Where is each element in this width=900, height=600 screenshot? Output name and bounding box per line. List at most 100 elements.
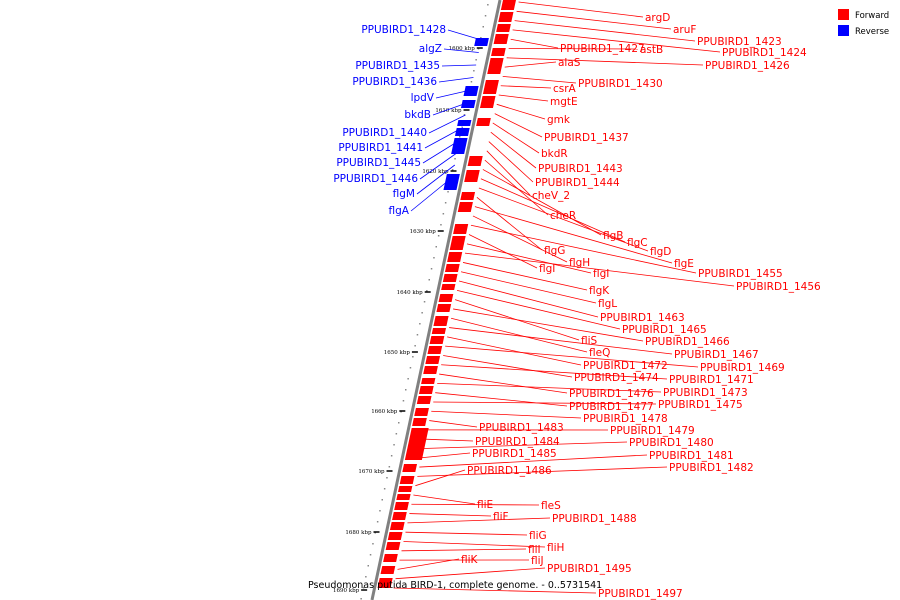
- forward-gene-label: PPUBIRD1_1466: [645, 336, 730, 348]
- forward-leader: [506, 57, 704, 66]
- forward-leader: [458, 280, 599, 318]
- track-dot: [407, 378, 409, 380]
- track-dot: [362, 587, 365, 589]
- forward-gene-label: PPUBIRD1_1480: [629, 437, 714, 449]
- tick-label: 1660 kbp: [371, 409, 398, 415]
- track-dot: [484, 15, 487, 17]
- forward-gene-label: flgL: [598, 298, 617, 310]
- forward-gene-label: astB: [640, 44, 663, 56]
- forward-gene: [482, 80, 499, 94]
- forward-gene-label: aruF: [673, 24, 696, 36]
- forward-gene-label: PPUBIRD1_1481: [649, 450, 734, 462]
- forward-gene-label: PPUBIRD1_1437: [544, 132, 629, 144]
- forward-gene-label: PPUBIRD1_1444: [535, 177, 620, 189]
- forward-leader: [433, 401, 657, 405]
- forward-leader: [437, 382, 662, 393]
- forward-leader: [413, 494, 476, 505]
- reverse-gene-label: PPUBIRD1_1428: [361, 24, 446, 36]
- forward-leader: [393, 587, 597, 594]
- track-dot: [372, 543, 374, 545]
- forward-leader: [453, 308, 644, 342]
- forward-leader: [474, 206, 673, 264]
- reverse-gene-label: lpdV: [411, 92, 435, 104]
- track-dot: [423, 301, 426, 303]
- forward-leader: [494, 113, 543, 138]
- forward-leader: [498, 94, 549, 102]
- track-dot: [409, 367, 412, 369]
- forward-gene: [396, 494, 411, 500]
- track-dot: [454, 158, 456, 160]
- tick-label: 1690 kbp: [333, 588, 360, 594]
- forward-leader: [504, 61, 557, 68]
- forward-gene: [380, 566, 396, 574]
- forward-gene: [476, 118, 491, 126]
- track-dot: [402, 400, 405, 402]
- track-dot: [459, 136, 461, 138]
- forward-gene-label: PPUBIRD1_1473: [663, 387, 748, 399]
- genome-backbone: [370, 0, 502, 600]
- forward-gene-label: PPUBIRD1_1488: [552, 513, 637, 525]
- track-dot: [419, 323, 421, 325]
- forward-gene: [392, 512, 407, 520]
- forward-gene: [479, 96, 496, 108]
- forward-gene-label: PPUBIRD1_1465: [622, 324, 707, 336]
- track-dot: [473, 70, 475, 72]
- forward-leader: [490, 131, 537, 169]
- track-dot: [421, 312, 423, 314]
- forward-gene-label: fliI: [528, 544, 541, 556]
- forward-leader: [468, 234, 538, 269]
- genome-caption: Pseudomonas putida BIRD-1, complete geno…: [308, 580, 602, 591]
- forward-leader: [431, 410, 582, 419]
- forward-gene: [438, 294, 454, 302]
- forward-gene: [385, 542, 401, 550]
- forward-leader: [419, 454, 648, 468]
- forward-gene-label: PPUBIRD1_1484: [475, 436, 560, 448]
- forward-gene-label: PPUBIRD1_1474: [574, 372, 659, 384]
- forward-leader: [445, 345, 699, 368]
- track-dot: [430, 268, 433, 270]
- forward-leader: [470, 224, 697, 274]
- forward-gene: [493, 34, 509, 44]
- forward-leader: [500, 85, 552, 89]
- track-dot: [487, 4, 489, 6]
- forward-leader: [435, 392, 568, 407]
- forward-leader: [441, 364, 668, 380]
- forward-gene: [431, 328, 447, 334]
- forward-gene: [399, 476, 415, 484]
- track-dot: [435, 246, 437, 248]
- reverse-gene-label: algZ: [419, 43, 442, 55]
- forward-gene-label: cheV_2: [532, 190, 570, 202]
- forward-gene: [460, 192, 476, 200]
- forward-gene: [423, 366, 438, 374]
- forward-gene-label: cheR: [550, 210, 576, 222]
- forward-gene: [416, 396, 432, 404]
- track-dot: [442, 213, 445, 215]
- forward-gene: [427, 346, 443, 354]
- reverse-gene: [443, 182, 459, 190]
- track-dot: [376, 521, 379, 523]
- track-dot: [367, 565, 369, 567]
- forward-leader: [472, 215, 568, 263]
- track-dot: [463, 114, 466, 116]
- reverse-gene: [463, 86, 479, 96]
- forward-leader: [421, 452, 471, 459]
- forward-gene-label: flgB: [603, 230, 623, 242]
- forward-gene: [449, 236, 466, 250]
- forward-gene: [467, 156, 483, 166]
- forward-gene-label: fliE: [477, 499, 493, 511]
- reverse-gene-label: flgA: [389, 205, 410, 217]
- forward-leader: [451, 317, 588, 353]
- forward-gene: [387, 532, 403, 540]
- forward-gene-label: PPUBIRD1_1469: [700, 362, 785, 374]
- reverse-leader: [428, 114, 466, 134]
- forward-gene-label: flgI: [539, 263, 555, 275]
- forward-leader: [482, 169, 602, 236]
- forward-leader: [516, 10, 672, 30]
- forward-leader: [447, 336, 582, 366]
- forward-leader: [403, 541, 546, 548]
- reverse-gene-label: PPUBIRD1_1435: [355, 60, 440, 72]
- forward-leader: [411, 503, 540, 506]
- forward-leader: [449, 327, 673, 355]
- forward-gene-label: flgC: [627, 237, 648, 249]
